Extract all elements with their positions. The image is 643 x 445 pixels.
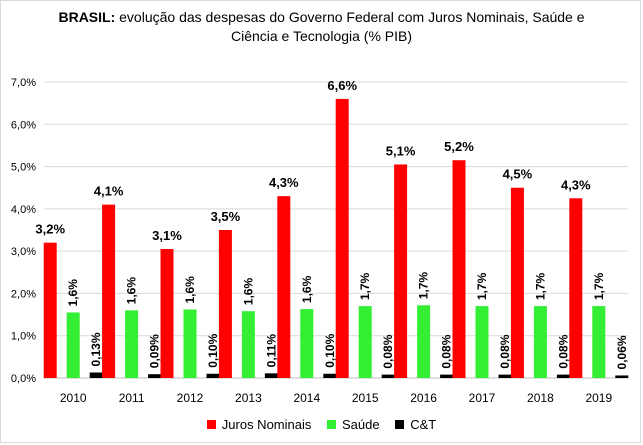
x-tick-label: 2014 xyxy=(293,391,320,405)
data-label-ct: 0,11% xyxy=(264,334,278,368)
y-tick-label: 0,0% xyxy=(11,373,36,385)
x-tick-label: 2013 xyxy=(235,391,262,405)
data-label-juros: 4,3% xyxy=(269,175,299,190)
legend-label-saude: Saúde xyxy=(342,417,380,432)
y-tick-label: 7,0% xyxy=(11,77,36,89)
bar-juros xyxy=(569,198,583,378)
bar-juros xyxy=(510,187,524,378)
data-label-ct: 0,10% xyxy=(206,333,220,367)
bar-ct xyxy=(148,374,162,378)
data-label-saude: 1,7% xyxy=(592,272,606,300)
data-label-ct: 0,08% xyxy=(440,334,454,368)
data-label-ct: 0,13% xyxy=(89,332,103,366)
bar-saude xyxy=(183,309,197,378)
bar-ct xyxy=(264,373,278,378)
data-label-ct: 0,08% xyxy=(498,334,512,368)
chart-title: BRASIL: evolução das despesas do Governo… xyxy=(0,8,643,46)
legend-item-juros: Juros Nominais xyxy=(206,417,312,432)
data-label-juros: 6,6% xyxy=(327,78,357,93)
chart-title-line2: Ciência e Tecnologia (% PIB) xyxy=(230,28,413,44)
x-tick-label: 2010 xyxy=(60,391,87,405)
x-tick-label: 2015 xyxy=(352,391,379,405)
data-label-juros: 4,1% xyxy=(94,184,124,199)
data-label-juros: 3,5% xyxy=(211,209,241,224)
data-label-saude: 1,6% xyxy=(125,277,139,305)
y-tick-label: 6,0% xyxy=(11,119,36,131)
data-label-saude: 1,6% xyxy=(241,278,255,306)
data-label-ct: 0,10% xyxy=(323,333,337,367)
data-label-saude: 1,6% xyxy=(183,276,197,304)
data-label-juros: 5,2% xyxy=(444,139,474,154)
data-label-juros: 4,5% xyxy=(503,167,533,182)
bar-ct xyxy=(440,374,454,378)
bar-saude xyxy=(358,306,372,378)
bar-saude xyxy=(66,312,80,378)
bar-juros xyxy=(335,98,349,379)
y-tick-label: 5,0% xyxy=(11,162,36,174)
y-tick-label: 4,0% xyxy=(11,204,36,216)
bar-saude xyxy=(475,306,489,378)
data-label-ct: 0,06% xyxy=(615,335,629,369)
data-label-saude: 1,7% xyxy=(358,272,372,300)
data-label-saude: 1,7% xyxy=(533,272,547,300)
data-label-juros: 3,2% xyxy=(35,222,65,237)
legend-swatch-juros xyxy=(206,420,216,429)
bar-juros xyxy=(394,164,408,378)
data-label-saude: 1,7% xyxy=(417,272,431,300)
x-tick-label: 2011 xyxy=(119,391,145,405)
legend-label-juros: Juros Nominais xyxy=(221,417,312,432)
legend-swatch-saude xyxy=(327,420,336,429)
data-label-saude: 1,6% xyxy=(300,275,314,303)
legend-item-saude: Saúde xyxy=(327,417,380,432)
x-tick-label: 2012 xyxy=(177,391,204,405)
bar-saude xyxy=(592,306,606,378)
bar-saude xyxy=(533,306,547,378)
bar-juros xyxy=(43,242,57,378)
legend-swatch-ct xyxy=(395,420,405,429)
bar-juros xyxy=(277,196,291,378)
y-tick-label: 3,0% xyxy=(11,246,36,258)
bar-saude xyxy=(241,311,255,378)
x-tick-label: 2017 xyxy=(469,391,496,405)
data-label-saude: 1,7% xyxy=(475,272,489,300)
chart-title-text: evolução das despesas do Governo Federal… xyxy=(119,9,585,25)
bar-juros xyxy=(452,160,466,378)
data-label-juros: 4,3% xyxy=(561,177,591,192)
legend: Juros Nominais Saúde C&T xyxy=(0,417,643,432)
chart-title-bold: BRASIL: xyxy=(58,9,116,25)
bar-ct xyxy=(323,373,337,378)
data-label-ct: 0,08% xyxy=(381,334,395,368)
legend-label-ct: C&T xyxy=(410,417,437,432)
bar-ct xyxy=(381,374,395,378)
bar-ct xyxy=(206,373,220,378)
bar-juros xyxy=(102,204,116,378)
bar-juros xyxy=(160,249,174,378)
bar-ct xyxy=(615,375,629,378)
legend-item-ct: C&T xyxy=(395,417,436,432)
bar-ct xyxy=(89,372,103,378)
data-label-juros: 3,1% xyxy=(152,228,182,243)
y-tick-label: 1,0% xyxy=(11,331,36,343)
x-tick-label: 2018 xyxy=(527,391,554,405)
bar-saude xyxy=(125,310,139,378)
data-label-ct: 0,08% xyxy=(556,334,570,368)
x-tick-label: 2016 xyxy=(410,391,437,405)
x-tick-label: 2019 xyxy=(585,391,612,405)
bar-saude xyxy=(300,309,314,378)
bar-juros xyxy=(218,230,232,378)
bar-ct xyxy=(556,374,570,378)
bar-saude xyxy=(417,305,431,378)
data-label-saude: 1,6% xyxy=(66,279,80,307)
data-label-juros: 5,1% xyxy=(386,143,416,158)
data-label-ct: 0,09% xyxy=(148,334,162,368)
y-tick-label: 2,0% xyxy=(11,288,36,300)
bar-ct xyxy=(498,374,512,378)
